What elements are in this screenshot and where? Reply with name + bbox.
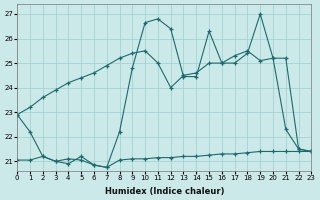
X-axis label: Humidex (Indice chaleur): Humidex (Indice chaleur) xyxy=(105,187,224,196)
